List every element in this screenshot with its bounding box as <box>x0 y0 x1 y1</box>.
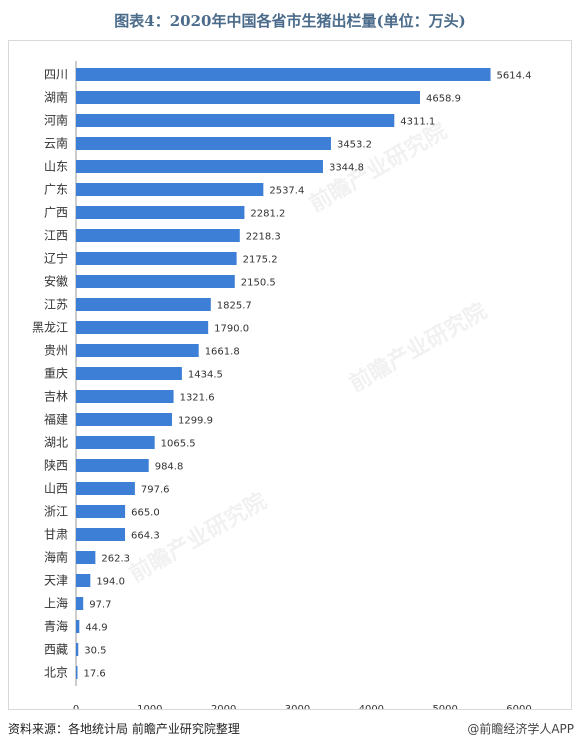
value-label: 1299.9 <box>178 416 213 427</box>
value-label: 984.8 <box>155 462 184 473</box>
value-label: 2218.3 <box>246 232 281 243</box>
footer-watermark: @前瞻经济学人APP <box>467 722 574 736</box>
category-label: 重庆 <box>44 367 68 381</box>
category-label: 广东 <box>44 183 68 197</box>
value-label: 1825.7 <box>217 301 252 312</box>
bar <box>76 551 96 564</box>
category-label: 海南 <box>44 550 68 565</box>
category-label: 辽宁 <box>44 251 68 266</box>
category-label: 福建 <box>44 412 68 427</box>
bar <box>76 321 209 334</box>
bar <box>76 367 182 380</box>
category-label: 湖北 <box>44 435 68 450</box>
bar <box>76 666 78 679</box>
bar <box>76 620 80 633</box>
bar <box>76 206 245 219</box>
category-label: 甘肃 <box>44 528 68 542</box>
value-label: 262.3 <box>101 554 130 565</box>
value-label: 1790.0 <box>214 324 249 335</box>
x-tick-label: 2000 <box>211 704 236 709</box>
bar <box>76 137 331 150</box>
x-tick-label: 5000 <box>432 704 457 709</box>
bar <box>76 68 491 81</box>
bar <box>76 91 420 104</box>
category-label: 山西 <box>44 482 68 496</box>
category-label: 吉林 <box>44 390 68 404</box>
value-label: 1661.8 <box>205 347 240 358</box>
x-tick-label: 6000 <box>506 704 531 709</box>
value-label: 3344.8 <box>329 163 364 174</box>
bar <box>76 597 84 610</box>
bar <box>76 574 91 587</box>
category-label: 天津 <box>44 574 68 588</box>
x-tick-label: 3000 <box>285 704 310 709</box>
value-label: 4658.9 <box>426 94 461 105</box>
category-label: 黑龙江 <box>32 321 68 335</box>
category-label: 陕西 <box>44 458 68 473</box>
value-label: 97.7 <box>89 600 111 611</box>
bar <box>76 528 126 541</box>
value-label: 1065.5 <box>161 439 196 450</box>
bar <box>76 229 240 242</box>
bar <box>76 413 172 426</box>
value-label: 2281.2 <box>250 209 285 220</box>
value-label: 17.6 <box>84 669 106 680</box>
category-label: 安徽 <box>44 274 68 289</box>
category-label: 江苏 <box>44 298 68 312</box>
value-label: 664.3 <box>131 531 160 542</box>
category-label: 湖南 <box>44 90 68 105</box>
category-label: 上海 <box>44 596 68 611</box>
value-label: 2150.5 <box>241 278 276 289</box>
value-label: 4311.1 <box>400 117 435 128</box>
category-label: 贵州 <box>44 344 68 358</box>
chart-title: 图表4：2020年中国各省市生猪出栏量(单位：万头) <box>114 12 466 30</box>
bar <box>76 160 323 173</box>
x-tick-label: 0 <box>73 704 79 709</box>
value-label: 194.0 <box>96 577 125 588</box>
category-label: 浙江 <box>44 505 68 519</box>
bar <box>76 275 235 288</box>
category-label: 江西 <box>44 229 68 243</box>
footer: 资料来源：各地统计局 前瞻产业研究院整理 @前瞻经济学人APP <box>0 716 580 740</box>
bar <box>76 482 135 495</box>
bar <box>76 390 174 403</box>
category-label: 西藏 <box>44 643 68 657</box>
bar <box>76 344 199 357</box>
category-label: 山东 <box>44 160 68 174</box>
source-note: 资料来源：各地统计局 前瞻产业研究院整理 <box>8 722 240 736</box>
value-label: 5614.4 <box>497 71 532 82</box>
bar <box>76 252 237 265</box>
value-label: 30.5 <box>84 646 106 657</box>
bar <box>76 436 155 449</box>
bar <box>76 183 264 196</box>
value-label: 1321.6 <box>180 393 215 404</box>
value-label: 2175.2 <box>243 255 278 266</box>
category-label: 北京 <box>44 666 68 680</box>
bar <box>76 459 149 472</box>
value-label: 2537.4 <box>269 186 304 197</box>
value-label: 44.9 <box>85 623 107 634</box>
category-label: 云南 <box>44 136 68 151</box>
category-label: 四川 <box>44 68 68 82</box>
value-label: 665.0 <box>131 508 160 519</box>
x-tick-label: 4000 <box>359 704 384 709</box>
value-label: 797.6 <box>141 485 170 496</box>
chart-frame: 四川 5614.4 湖南 4658.9 河南 4311.1 云南 3453.2 山东 3344.8… <box>8 40 572 715</box>
bar <box>76 505 126 518</box>
category-label: 青海 <box>44 619 68 634</box>
bar-chart: 四川 5614.4 湖南 4658.9 河南 4311.1 云南 3453.2 山东 3344.8… <box>32 61 532 715</box>
x-tick-label: 1000 <box>137 704 162 709</box>
bar <box>76 643 79 656</box>
value-label: 1434.5 <box>188 370 223 381</box>
bar <box>76 114 395 127</box>
bar <box>76 298 211 311</box>
category-label: 广西 <box>44 206 68 220</box>
category-label: 河南 <box>44 113 68 128</box>
value-label: 3453.2 <box>337 140 372 151</box>
